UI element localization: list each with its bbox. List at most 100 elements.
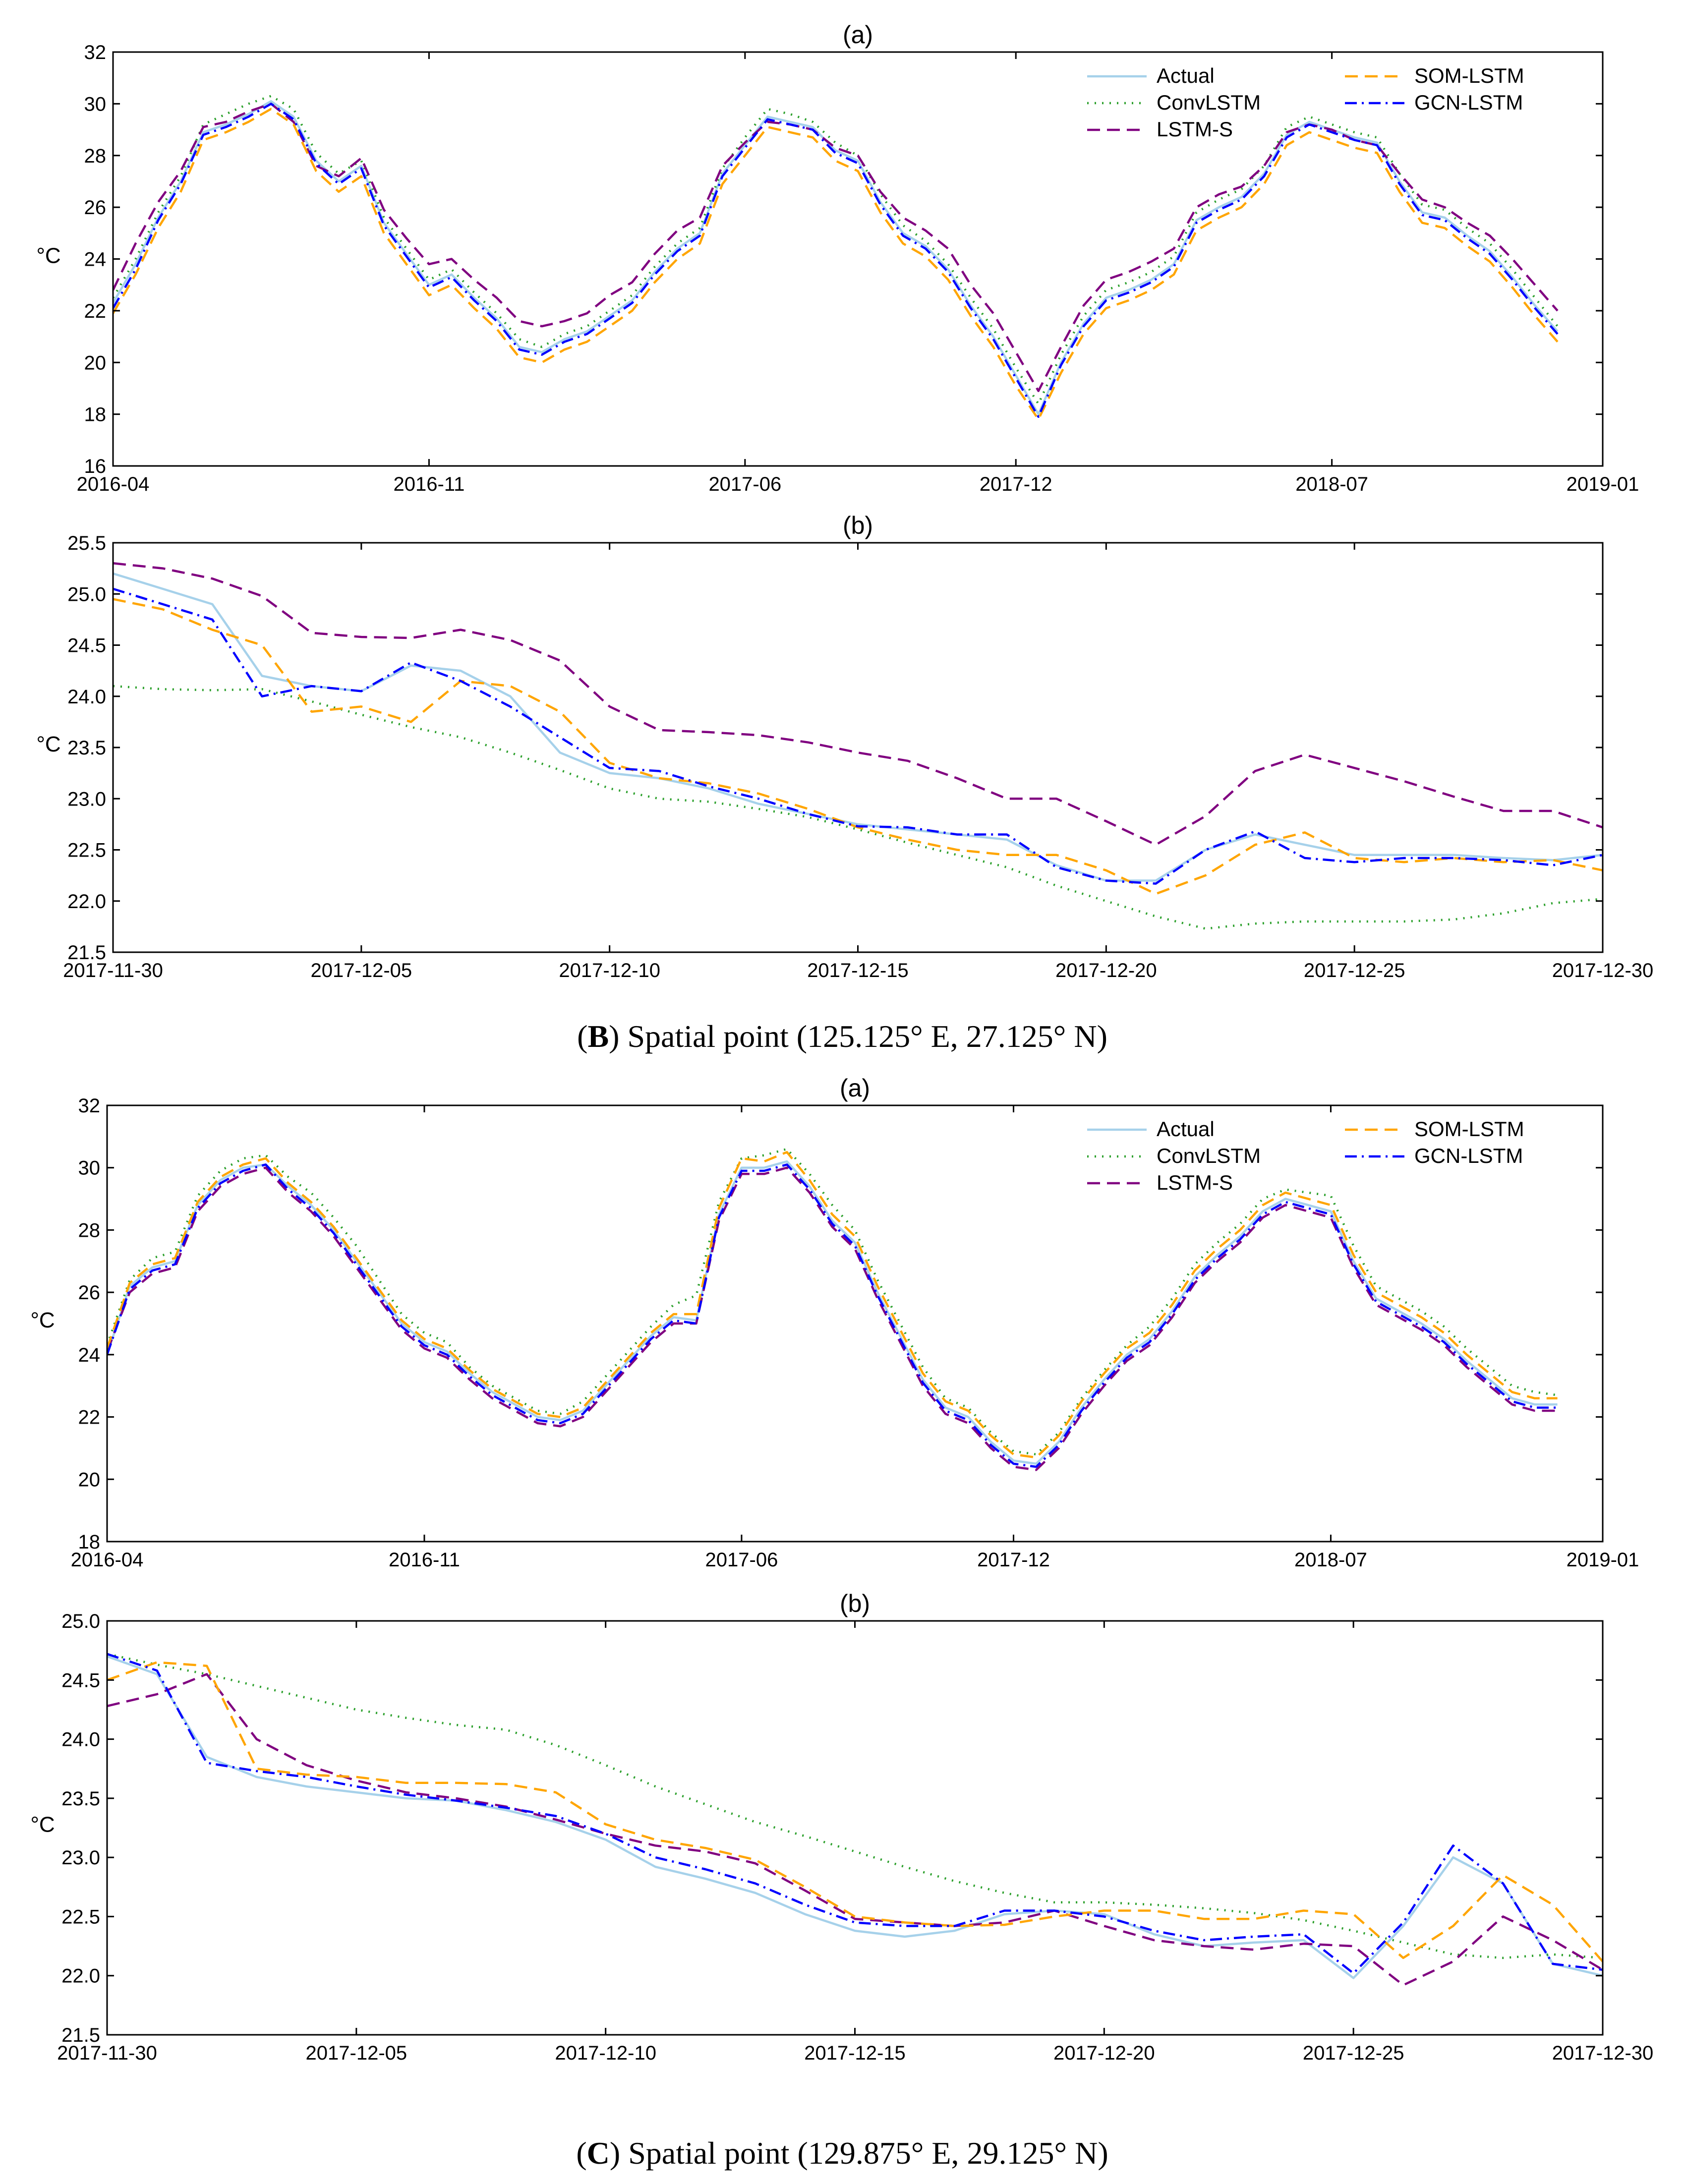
chart-panel-4: 21.5 22.0 22.5 23.0 23.5 24.0 24.5 25.0 2017-11-… bbox=[30, 1590, 1653, 2064]
x-tick-label: 2016-11 bbox=[389, 1549, 460, 1571]
series-line-lstm-s bbox=[113, 103, 1559, 392]
series-line-convlstm bbox=[107, 1148, 1558, 1456]
x-tick-label: 2016-04 bbox=[71, 1549, 144, 1571]
series-line-gcn-lstm bbox=[107, 1163, 1558, 1468]
series-group bbox=[113, 562, 1603, 930]
series-line-lstm-s bbox=[107, 1166, 1558, 1471]
y-tick-label: 22.0 bbox=[67, 891, 106, 913]
legend-label-convlstm: ConvLSTM bbox=[1157, 1144, 1261, 1167]
y-tick-label: 28 bbox=[78, 1219, 101, 1241]
series-line-actual bbox=[107, 1655, 1603, 1979]
y-tick-label: 32 bbox=[84, 42, 107, 63]
legend-label-lstm-s: LSTM-S bbox=[1157, 1171, 1233, 1194]
series-line-actual bbox=[107, 1160, 1558, 1465]
x-tick-label: 2017-12-30 bbox=[1552, 2042, 1654, 2064]
plot-area bbox=[113, 52, 1603, 466]
y-tick-label: 23.0 bbox=[67, 788, 106, 810]
y-tick-label: 25.0 bbox=[61, 1610, 100, 1632]
x-tick-label: 2017-12-25 bbox=[1304, 960, 1405, 981]
y-tick-label: 20 bbox=[84, 352, 107, 374]
x-tick-label: 2018-07 bbox=[1294, 1549, 1367, 1571]
chart-panel-1: 16 18 20 22 24 26 28 30 32 2016-04 2016-11 2017-06 2… bbox=[36, 21, 1639, 495]
x-tick-label: 2016-11 bbox=[394, 473, 465, 495]
x-tick-label: 2017-12 bbox=[980, 473, 1052, 495]
y-tick-label: 18 bbox=[84, 404, 107, 426]
x-tick-label: 2016-04 bbox=[77, 473, 150, 495]
y-tick-label: 22 bbox=[78, 1407, 101, 1429]
y-tick-label: 25.5 bbox=[67, 532, 106, 554]
series-line-lstm-s bbox=[113, 562, 1603, 846]
x-tick-label: 2017-12-05 bbox=[311, 960, 412, 981]
x-tick-label: 2017-12-25 bbox=[1303, 2042, 1404, 2064]
y-tick-label: 30 bbox=[78, 1157, 101, 1179]
y-axis-label: °C bbox=[36, 244, 60, 268]
x-tick-label: 2017-12-10 bbox=[559, 960, 660, 981]
y-tick-label: 26 bbox=[78, 1282, 101, 1304]
y-axis-label: °C bbox=[30, 1308, 55, 1332]
legend-label-actual: Actual bbox=[1157, 64, 1215, 87]
x-tick-label: 2018-07 bbox=[1295, 473, 1368, 495]
legend: Actual ConvLSTM LSTM-S SOM-LSTM GCN-LSTM bbox=[1087, 64, 1524, 141]
series-line-som-lstm bbox=[107, 1151, 1558, 1459]
x-tick-label: 2019-01 bbox=[1567, 1549, 1639, 1571]
y-axis-label: °C bbox=[30, 1813, 55, 1837]
x-tick-label: 2017-12-05 bbox=[306, 2042, 407, 2064]
y-tick-label: 30 bbox=[84, 93, 107, 115]
y-tick-label: 22.5 bbox=[61, 1906, 100, 1928]
legend-label-som-lstm: SOM-LSTM bbox=[1414, 1117, 1524, 1141]
plot-area bbox=[107, 1105, 1603, 1542]
y-tick-label: 24.0 bbox=[61, 1729, 100, 1751]
x-tick-label: 2017-06 bbox=[705, 1549, 778, 1571]
legend-label-convlstm: ConvLSTM bbox=[1157, 91, 1261, 114]
y-tick-label: 22.0 bbox=[61, 1965, 100, 1987]
x-tick-label: 2017-12-30 bbox=[1552, 960, 1654, 981]
panel-title: (a) bbox=[843, 21, 873, 49]
y-tick-label: 24.5 bbox=[67, 635, 106, 657]
series-line-actual bbox=[113, 100, 1559, 415]
caption-b-letter: B bbox=[587, 1019, 609, 1054]
legend: Actual ConvLSTM LSTM-S SOM-LSTM GCN-LSTM bbox=[1087, 1117, 1524, 1194]
y-tick-label: 16 bbox=[84, 456, 107, 477]
plot-area bbox=[113, 543, 1603, 952]
panel-title: (b) bbox=[840, 1590, 870, 1617]
x-tick-label: 2017-12-20 bbox=[1055, 960, 1157, 981]
y-tick-label: 21.5 bbox=[67, 942, 106, 964]
caption-c-letter: C bbox=[587, 2135, 610, 2171]
y-tick-label: 23.5 bbox=[67, 737, 106, 759]
y-tick-label: 24 bbox=[78, 1344, 101, 1366]
chart-panel-3: 18 20 22 24 26 28 30 32 2016-04 2016-11 2017-06 201… bbox=[30, 1074, 1639, 1571]
y-tick-label: 24.0 bbox=[67, 686, 106, 708]
x-tick-label: 2017-06 bbox=[708, 473, 781, 495]
series-line-gcn-lstm bbox=[113, 587, 1603, 885]
y-tick-label: 22 bbox=[84, 300, 107, 322]
y-tick-label: 20 bbox=[78, 1469, 101, 1491]
caption-c: (C) Spatial point (129.875° E, 29.125° N… bbox=[576, 2135, 1108, 2171]
x-tick-label: 2017-12-20 bbox=[1053, 2042, 1155, 2064]
y-tick-label: 32 bbox=[78, 1095, 101, 1117]
series-group bbox=[107, 1148, 1558, 1471]
x-tick-label: 2017-12 bbox=[977, 1549, 1050, 1571]
y-tick-label: 28 bbox=[84, 145, 107, 167]
series-line-som-lstm bbox=[107, 1661, 1603, 1962]
y-tick-label: 21.5 bbox=[61, 2024, 100, 2046]
series-group bbox=[107, 1653, 1603, 1987]
x-tick-label: 2017-11-30 bbox=[57, 2042, 157, 2064]
legend-label-actual: Actual bbox=[1157, 1117, 1215, 1141]
plot-area bbox=[107, 1621, 1603, 2035]
y-tick-label: 22.5 bbox=[67, 840, 106, 862]
panel-title: (a) bbox=[840, 1074, 870, 1102]
caption-b: (B) Spatial point (125.125° E, 27.125° N… bbox=[577, 1019, 1107, 1054]
y-tick-label: 24.5 bbox=[61, 1669, 100, 1691]
caption-c-text: ) Spatial point (129.875° E, 29.125° N) bbox=[610, 2135, 1108, 2171]
x-tick-label: 2017-12-15 bbox=[807, 960, 909, 981]
chart-panel-2: 21.5 22.0 22.5 23.0 23.5 24.0 24.5 25.0 25.5 2017… bbox=[36, 512, 1653, 981]
panels: 16 18 20 22 24 26 28 30 32 2016-04 2016-11 2017-06 2… bbox=[30, 21, 1653, 2064]
series-line-lstm-s bbox=[107, 1673, 1603, 1987]
y-tick-label: 18 bbox=[78, 1531, 101, 1553]
panel-title: (b) bbox=[843, 512, 873, 539]
plot-frame bbox=[106, 1104, 1604, 1543]
legend-label-lstm-s: LSTM-S bbox=[1157, 117, 1233, 141]
y-tick-label: 24 bbox=[84, 249, 107, 271]
legend-label-gcn-lstm: GCN-LSTM bbox=[1414, 1144, 1523, 1167]
